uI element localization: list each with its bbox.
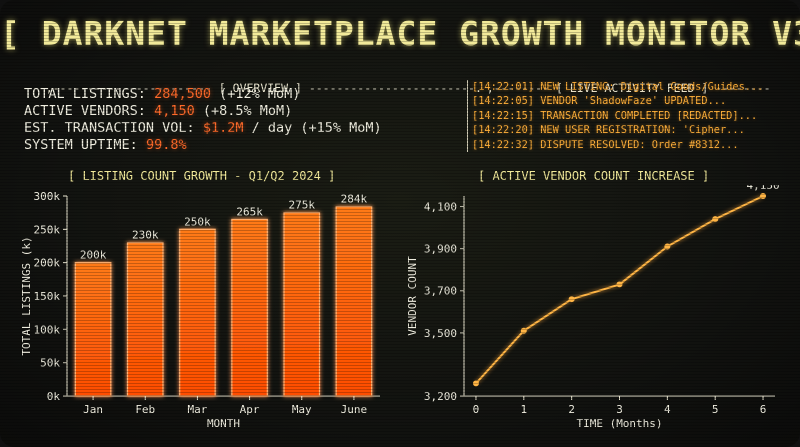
overview-row: EST. TRANSACTION VOL: $1.2M / day (+15% … — [24, 120, 382, 137]
feed-item[interactable]: [14:22:32] DISPUTE RESOLVED: Order #8312… — [467, 137, 777, 152]
page-title: [ DARKNET MARKETPLACE GROWTH MONITOR V3.… — [0, 14, 800, 53]
line-x-tick-label: 5 — [712, 403, 719, 416]
bar-y-tick-label: 0k — [47, 390, 61, 403]
overview-row: SYSTEM UPTIME: 99.8% — [24, 137, 382, 154]
feed-item[interactable]: [14:22:15] TRANSACTION COMPLETED [REDACT… — [467, 108, 777, 124]
bar — [335, 206, 373, 397]
overview-label: EST. TRANSACTION VOL: — [24, 120, 195, 136]
bar — [283, 212, 321, 397]
overview-label: ACTIVE VENDORS: — [24, 103, 146, 119]
bar-x-tick-label: Jan — [83, 403, 103, 416]
bar-y-tick-label: 300k — [34, 190, 61, 203]
line-x-tick-label: 0 — [473, 403, 480, 416]
line-chart-title: [ ACTIVE VENDOR COUNT INCREASE ] — [478, 169, 710, 183]
line-x-tick-label: 6 — [760, 403, 767, 416]
bar-y-tick-label: 200k — [34, 257, 61, 270]
overview-rule-left: ,----------------------- — [45, 81, 219, 95]
bar-x-tick-label: May — [292, 403, 312, 416]
listing-growth-bar-chart: 0k 50k 100k 150k 200k 250k 300k 200k Jan 230k Feb 2… — [20, 190, 380, 430]
overview-value: 99.8% — [145, 137, 187, 153]
data-point — [664, 243, 671, 250]
overview-label: TOTAL LISTINGS: — [24, 86, 146, 102]
overview-rule-right: ------------------------. — [301, 81, 482, 95]
series-line — [475, 195, 764, 385]
overview-heading: [ OVERVIEW ] — [218, 81, 302, 95]
line-y-tick-label: 3,500 — [424, 327, 457, 340]
feed-item[interactable]: [14:22:20] NEW USER REGISTRATION: 'Ciphe… — [467, 123, 777, 138]
feed-item[interactable]: [14:22:05] VENDOR 'ShadowFaze' UPDATED..… — [467, 94, 777, 109]
overview-note: (+8.5% MoM) — [202, 103, 293, 119]
overview-label: SYSTEM UPTIME: — [24, 137, 138, 153]
feed-rule: ,-------- [ LIVE ACTIVITY FEED ] -------… — [459, 67, 771, 109]
data-point — [712, 216, 719, 223]
bar — [126, 242, 164, 397]
data-point — [616, 281, 623, 288]
data-point — [568, 296, 575, 303]
bar-data-label: 275k — [289, 199, 316, 212]
data-point — [760, 193, 767, 199]
feed-rule-left: ,-------- — [486, 81, 556, 95]
line-end-label: 4,150 — [746, 185, 779, 192]
feed-heading: [ LIVE ACTIVITY FEED ] — [555, 81, 709, 95]
data-point — [472, 380, 479, 387]
overview-note: / day (+15% MoM) — [251, 120, 382, 136]
overview-row: ACTIVE VENDORS: 4,150 (+8.5% MoM) — [24, 103, 382, 120]
bar-chart-title: [ LISTING COUNT GROWTH - Q1/Q2 2024 ] — [68, 169, 336, 183]
line-y-tick-label: 3,200 — [424, 390, 457, 403]
overview-value: 284,500 — [154, 86, 211, 102]
bar-y-axis-label: TOTAL LISTINGS (k) — [20, 236, 33, 355]
bar — [231, 218, 268, 397]
line-y-tick-label: 3,700 — [424, 285, 457, 298]
overview-value: $1.2M — [202, 120, 244, 136]
bar-x-tick-label: Apr — [240, 403, 260, 416]
overview-value: 4,150 — [154, 103, 195, 119]
bar-x-axis-label: MONTH — [207, 417, 240, 430]
bar — [179, 228, 216, 397]
line-x-tick-label: 2 — [568, 403, 575, 416]
bar — [74, 262, 112, 397]
bar-data-label: 200k — [80, 249, 107, 262]
bar-data-label: 230k — [132, 229, 159, 242]
bar-data-label: 265k — [236, 205, 263, 218]
line-y-tick-label: 3,900 — [424, 243, 457, 256]
line-y-tick-label: 4,100 — [424, 201, 457, 214]
line-x-tick-label: 1 — [520, 403, 527, 416]
bar-y-tick-label: 100k — [34, 323, 61, 336]
vendor-count-line-chart: 3,200 3,500 3,700 3,900 4,100 0 1 2 3 4 5 6 4,150 TIM… — [406, 185, 780, 430]
bar-x-tick-label: Feb — [135, 403, 155, 416]
bar-y-tick-label: 150k — [34, 290, 61, 303]
overview-panel: TOTAL LISTINGS: 284,500 (+12% MoM) ACTIVE… — [24, 86, 382, 154]
line-x-tick-label: 3 — [616, 403, 623, 416]
bar-y-tick-label: 50k — [40, 357, 60, 370]
bar-y-tick-label: 250k — [34, 223, 61, 236]
overview-row: TOTAL LISTINGS: 284,500 (+12% MoM) — [24, 86, 382, 103]
line-x-axis-label: TIME (Months) — [576, 417, 662, 430]
activity-feed[interactable]: [14:22:01] NEW LISTING: Digital Goods/Gu… — [467, 80, 777, 152]
overview-note: (+12% MoM) — [219, 86, 301, 102]
bar-x-tick-label: Mar — [187, 403, 207, 416]
bar-x-tick-label: June — [341, 403, 368, 416]
line-y-axis-label: VENDOR COUNT — [406, 256, 419, 336]
overview-rule: ,----------------------- [ OVERVIEW ] --… — [18, 67, 482, 109]
bar-data-label: 250k — [184, 215, 211, 228]
feed-item[interactable]: [14:22:01] NEW LISTING: Digital Goods/Gu… — [467, 80, 777, 95]
line-x-tick-label: 4 — [664, 403, 671, 416]
data-point — [520, 327, 527, 334]
bar-data-label: 284k — [341, 193, 368, 206]
feed-rule-right: -------- — [708, 81, 771, 95]
